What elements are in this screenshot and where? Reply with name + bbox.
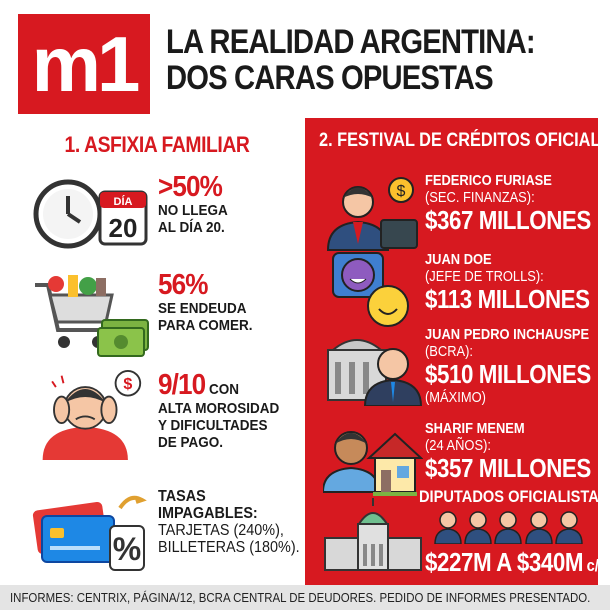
credit-amount: $227M A $340M bbox=[425, 547, 584, 577]
creditos-panel: 2. FESTIVAL DE CRÉDITOS OFICIALES $ FEDE… bbox=[305, 118, 610, 585]
section-title-asfixia: 1. ASFIXIA FAMILIAR bbox=[64, 132, 250, 157]
footer-text: INFORMES: CENTRIX, PÁGINA/12, BCRA CENTR… bbox=[10, 590, 591, 605]
section-title-creditos: 2. FESTIVAL DE CRÉDITOS OFICIALES bbox=[319, 130, 610, 151]
amount-suffix: c/u bbox=[586, 556, 608, 575]
person-role: (SEC. FINANZAS): bbox=[425, 189, 535, 206]
calendar-day: 20 bbox=[109, 213, 138, 243]
title-line-2: DOS CARAS OPUESTAS bbox=[166, 59, 494, 97]
stat-line: SE ENDEUDA bbox=[158, 300, 247, 317]
person-role: (BCRA): bbox=[425, 343, 474, 360]
stat-line: NO LLEGA bbox=[158, 202, 228, 219]
svg-text:$: $ bbox=[123, 375, 132, 393]
title-line-1: LA REALIDAD ARGENTINA: bbox=[166, 23, 536, 61]
credit-cards-percent-icon: % bbox=[32, 495, 147, 571]
stressed-person-icon: $ bbox=[42, 370, 142, 460]
stat-line: BILLETERAS (180%). bbox=[158, 539, 300, 556]
stat-line: IMPAGABLES: bbox=[158, 505, 258, 522]
person-name: JUAN PEDRO INCHAUSPE bbox=[425, 326, 590, 343]
stat-value: >50% bbox=[158, 171, 223, 203]
young-man-house-icon bbox=[323, 431, 423, 496]
stat-suffix: CON bbox=[205, 381, 239, 398]
stat-line: DE PAGO. bbox=[158, 434, 224, 451]
person-role: (JEFE DE TROLLS): bbox=[425, 268, 544, 285]
businessman-briefcase-icon: $ bbox=[326, 177, 418, 251]
troll-devil-smiley-icon bbox=[332, 252, 409, 327]
svg-text:$: $ bbox=[397, 183, 406, 200]
svg-text:%: % bbox=[113, 531, 141, 567]
stat-line: ALTA MOROSIDAD bbox=[158, 400, 280, 417]
clock-calendar-icon: DÍA 20 bbox=[33, 179, 148, 249]
stat-value: 56% bbox=[158, 269, 208, 301]
stat-line: TARJETAS (240%), bbox=[158, 522, 284, 539]
person-name: SHARIF MENEM bbox=[425, 420, 525, 437]
page-title: LA REALIDAD ARGENTINA: DOS CARAS OPUESTA… bbox=[166, 23, 536, 97]
stat-line: TASAS bbox=[158, 488, 206, 505]
stat-line: Y DIFICULTADES bbox=[158, 417, 268, 434]
shopping-cart-money-icon bbox=[35, 275, 149, 357]
m1-logo: m1 bbox=[18, 14, 150, 114]
credit-note: (MÁXIMO) bbox=[425, 389, 486, 406]
credit-amount: $357 MILLONES bbox=[425, 453, 591, 483]
stat-line: AL DÍA 20. bbox=[158, 219, 225, 236]
deputies-icon bbox=[434, 511, 583, 544]
sources-footer: INFORMES: CENTRIX, PÁGINA/12, BCRA CENTR… bbox=[0, 585, 610, 610]
congress-icon bbox=[324, 498, 422, 571]
credit-amount: $367 MILLONES bbox=[425, 205, 591, 235]
stat-line: PARA COMER. bbox=[158, 317, 253, 334]
person-name: FEDERICO FURIASE bbox=[425, 172, 552, 189]
person-name: DIPUTADOS OFICIALISTAS: bbox=[419, 487, 610, 506]
stat-value: 9/10 bbox=[158, 369, 206, 401]
credit-amount: $510 MILLONES bbox=[425, 359, 591, 389]
calendar-month: DÍA bbox=[114, 195, 133, 208]
credit-amount: $113 MILLONES bbox=[425, 284, 590, 314]
person-role: (24 AÑOS): bbox=[425, 437, 491, 454]
person-name: JUAN DOE bbox=[425, 251, 492, 268]
central-bank-official-icon bbox=[327, 339, 423, 406]
